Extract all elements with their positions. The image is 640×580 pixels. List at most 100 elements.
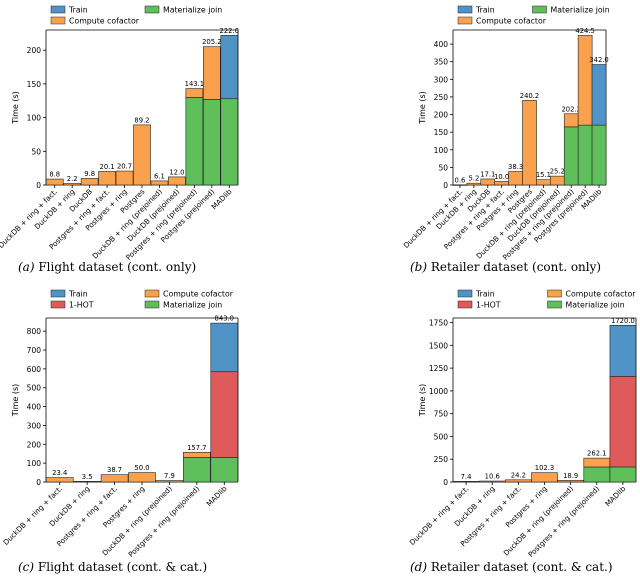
y-tick-label: 0: [443, 181, 448, 190]
bar-materialize-10: [591, 124, 607, 186]
bar-total-label: 23.4: [52, 469, 67, 477]
bar-compute-2: [80, 178, 99, 186]
bar-materialize-8: [563, 126, 579, 186]
y-tick-label: 50: [438, 163, 448, 172]
y-tick-label: 500: [434, 432, 449, 441]
bar-total-label: 342.0: [589, 56, 608, 64]
legend-label-compute: Compute cofactor: [476, 17, 547, 26]
bar-total-label: 2.2: [67, 175, 78, 183]
y-tick-label: 300: [27, 421, 42, 430]
legend-label-train: Train: [475, 290, 495, 299]
legend-label-onehot: 1-HOT: [476, 301, 501, 310]
y-tick-label: 350: [434, 58, 449, 67]
bar-compute-1: [466, 182, 482, 186]
bar-total-label: 38.7: [107, 466, 122, 474]
y-tick-label: 800: [27, 327, 42, 336]
legend-swatch-materialize: [547, 300, 562, 309]
y-tick-label: 400: [434, 40, 449, 49]
bar-total-label: 202.2: [561, 105, 580, 113]
y-tick-label: 0: [36, 478, 41, 487]
bar-train-6: [609, 324, 637, 377]
legend-label-train: Train: [68, 290, 88, 299]
bar-onehot-6: [210, 371, 239, 458]
bar-total-label: 7.4: [461, 473, 472, 481]
bar-total-label: 843.0: [215, 315, 234, 323]
y-axis-label: Time (s): [418, 91, 427, 125]
bar-total-label: 12.0: [169, 168, 184, 176]
bar-train-6: [210, 322, 239, 373]
legend-label-materialize: Materialize join: [163, 6, 222, 15]
bar-compute-6: [536, 179, 551, 186]
bar-compute-4: [155, 480, 184, 483]
bar-total-label: 157.7: [187, 444, 206, 452]
bar-materialize-8: [185, 97, 204, 186]
y-axis-label: Time (s): [11, 91, 20, 125]
bar-compute-0: [45, 477, 74, 483]
legend-swatch-train: [457, 289, 473, 298]
bar-total-label: 5.2: [468, 175, 479, 183]
bar-compute-7: [550, 175, 565, 186]
bar-compute-2: [505, 479, 532, 483]
bar-total-label: 1720.0: [611, 317, 635, 325]
legend-label-train: Train: [68, 6, 88, 15]
figure-caption: (a) Flight dataset (cont. only): [18, 260, 196, 274]
bar-train-10: [220, 35, 239, 100]
bar-total-label: 20.1: [100, 163, 115, 171]
bar-total-label: 0.6: [455, 176, 466, 184]
legend-label-compute: Compute cofactor: [69, 17, 140, 26]
bar-total-label: 262.1: [587, 450, 606, 458]
bar-total-label: 9.8: [84, 170, 95, 178]
figure-caption: (c) Flight dataset (cont. & cat.): [18, 560, 207, 574]
y-tick-label: 400: [27, 403, 42, 412]
bar-compute-8: [563, 113, 579, 128]
figure-caption: (b) Retailer dataset (cont. only): [410, 260, 601, 274]
bar-compute-7: [168, 176, 186, 186]
caption-label: (a): [18, 260, 38, 274]
y-tick-label: 200: [27, 46, 42, 55]
legend-swatch-train: [50, 289, 66, 298]
bar-total-label: 102.3: [535, 464, 554, 472]
y-tick-label: 100: [27, 114, 42, 123]
y-tick-label: 1750: [429, 319, 448, 328]
bar-compute-3: [98, 171, 116, 186]
bar-total-label: 89.2: [134, 116, 149, 124]
y-tick-label: 200: [434, 111, 449, 120]
bar-total-label: 205.2: [202, 38, 221, 46]
bar-compute-3: [128, 472, 156, 483]
figure-caption: (d) Retailer dataset (cont. & cat.): [410, 560, 613, 574]
bar-total-label: 6.1: [154, 172, 165, 180]
bar-compute-5: [522, 100, 537, 186]
bar-compute-1: [478, 480, 506, 483]
y-tick-label: 250: [434, 93, 449, 102]
legend-swatch-materialize: [144, 300, 160, 309]
legend: Train Compute cofactor Materialize join: [457, 6, 610, 26]
bar-total-label: 25.2: [550, 168, 565, 176]
bar-total-label: 15.1: [536, 171, 551, 179]
bar-compute-0: [452, 481, 480, 483]
legend-label-materialize: Materialize join: [566, 301, 625, 310]
legend-swatch-train: [50, 5, 66, 14]
bar-total-label: 424.5: [575, 27, 594, 35]
bar-compute-2: [480, 178, 496, 186]
y-tick-label: 100: [27, 459, 42, 468]
bar-compute-4: [508, 171, 523, 186]
legend-swatch-onehot: [50, 300, 66, 309]
y-tick-label: 150: [434, 128, 449, 137]
bar-total-label: 20.7: [117, 163, 132, 171]
x-tick-label: MADlib: [603, 484, 627, 508]
y-tick-label: 300: [434, 75, 449, 84]
bar-materialize-10: [220, 98, 239, 186]
legend-label-materialize: Materialize join: [551, 6, 610, 15]
bar-materialize-9: [577, 124, 593, 186]
y-tick-label: 0: [36, 181, 41, 190]
bar-compute-3: [531, 472, 558, 483]
bar-compute-1: [73, 481, 101, 483]
bar-total-label: 10.0: [494, 173, 509, 181]
legend-swatch-compute: [50, 16, 66, 25]
y-tick-label: 0: [443, 478, 448, 487]
